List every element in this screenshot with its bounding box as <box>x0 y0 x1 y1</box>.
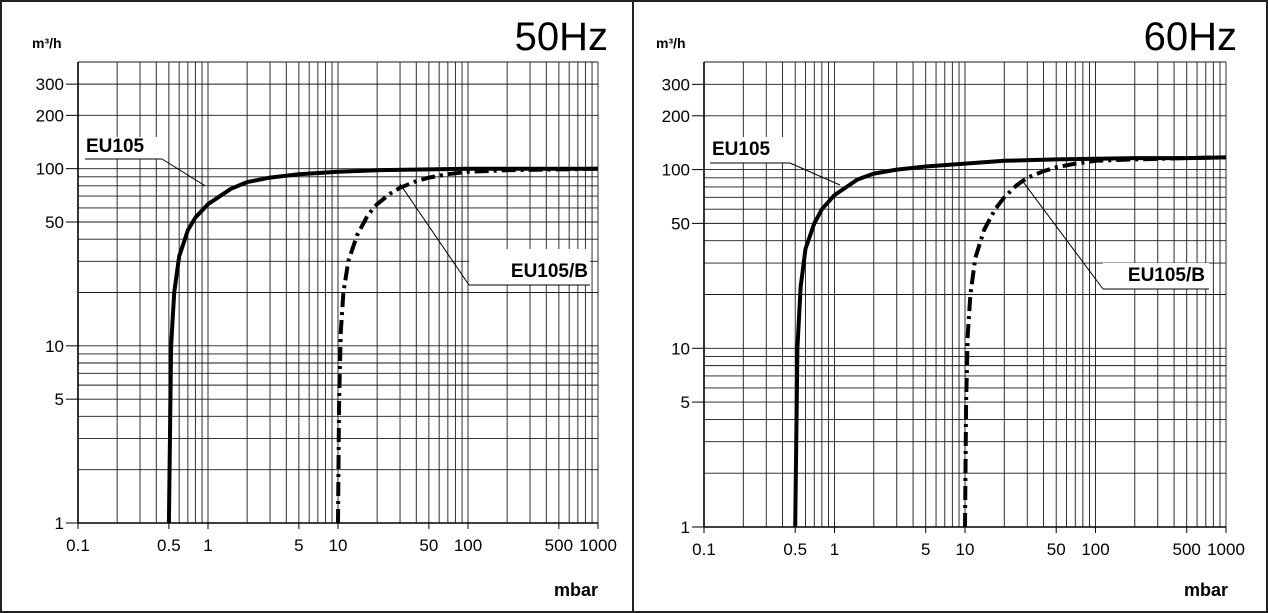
x-tick-label: 100 <box>1081 540 1109 559</box>
x-tick-label: 1000 <box>579 536 617 555</box>
x-tick-label: 1 <box>830 540 839 559</box>
y-tick-label: 100 <box>36 160 64 179</box>
annotation-leader-line <box>161 158 206 187</box>
annotation-label: EU105/B <box>1128 265 1205 286</box>
x-tick-label: 1 <box>203 536 212 555</box>
y-tick-label: 300 <box>662 75 690 94</box>
x-tick-label: 10 <box>956 540 975 559</box>
annotation-background <box>469 249 590 285</box>
annotation-background <box>1103 263 1209 289</box>
y-axis-label: m³/h <box>32 35 62 51</box>
y-tick-label: 1 <box>55 514 64 533</box>
y-tick-label: 10 <box>45 337 64 356</box>
annotation-eu105: EU105 <box>85 136 206 187</box>
y-tick-label: 10 <box>671 339 690 358</box>
chart-title: 60Hz <box>1144 15 1237 59</box>
y-tick-label: 200 <box>36 106 64 125</box>
chart-title: 50Hz <box>515 15 608 59</box>
x-tick-label: 1000 <box>1207 540 1245 559</box>
x-tick-label: 500 <box>1173 540 1201 559</box>
series-line-eu105 <box>166 166 598 524</box>
x-tick-label: 500 <box>545 536 573 555</box>
x-tick-label: 50 <box>1047 540 1066 559</box>
y-tick-label: 5 <box>681 393 690 412</box>
annotation-leader-line <box>789 162 841 186</box>
y-tick-label: 200 <box>662 107 690 126</box>
annotation-label: EU105 <box>712 139 771 160</box>
chart-panel-50hz: 1 5 10 50 100 200 300 0.1 0.5 1 5 10 50 100 500 1000 m³/… <box>0 0 634 613</box>
x-axis-label: mbar <box>1184 580 1228 600</box>
chart-60hz: 1 5 10 50 100 200 300 0.1 0.5 1 5 10 50 100 500 1000 m³/… <box>656 15 1245 600</box>
grid <box>77 61 599 524</box>
y-tick-label: 50 <box>671 214 690 233</box>
x-tick-label: 0.5 <box>157 536 181 555</box>
annotation-leader-line <box>399 183 470 286</box>
x-tick-label: 0.5 <box>783 540 807 559</box>
x-tick-label: 5 <box>921 540 930 559</box>
y-tick-label: 100 <box>662 161 690 180</box>
x-tick-label: 0.1 <box>692 540 716 559</box>
y-axis-label: m³/h <box>656 35 686 51</box>
series-line-eu105-b <box>336 166 599 524</box>
grid <box>703 61 1227 528</box>
x-tick-label: 5 <box>294 536 303 555</box>
chart-panel-60hz: 1 5 10 50 100 200 300 0.1 0.5 1 5 10 50 100 500 1000 m³/… <box>632 0 1268 613</box>
x-tick-label: 100 <box>454 536 482 555</box>
y-tick-label: 1 <box>681 518 690 537</box>
annotation-background <box>85 137 162 159</box>
annotation-eu105: EU105 <box>710 137 841 186</box>
y-tick-label: 5 <box>55 390 64 409</box>
annotation-eu105-b: EU105/B <box>399 183 590 286</box>
series-line-eu105-b <box>963 155 1227 528</box>
annotation-label: EU105/B <box>511 261 588 282</box>
y-tick-label: 50 <box>45 213 64 232</box>
x-axis-label: mbar <box>554 580 598 600</box>
annotation-leader-line <box>1022 181 1104 290</box>
x-tick-label: 50 <box>419 536 438 555</box>
chart-50hz: 1 5 10 50 100 200 300 0.1 0.5 1 5 10 50 100 500 1000 m³/… <box>32 15 617 600</box>
x-tick-label: 0.1 <box>66 536 90 555</box>
annotation-background <box>710 137 790 163</box>
y-tick-label: 300 <box>36 75 64 94</box>
annotation-eu105-b: EU105/B <box>1022 181 1209 290</box>
annotation-label: EU105 <box>86 136 145 157</box>
series-line-eu105 <box>793 155 1227 528</box>
x-tick-label: 10 <box>329 536 348 555</box>
